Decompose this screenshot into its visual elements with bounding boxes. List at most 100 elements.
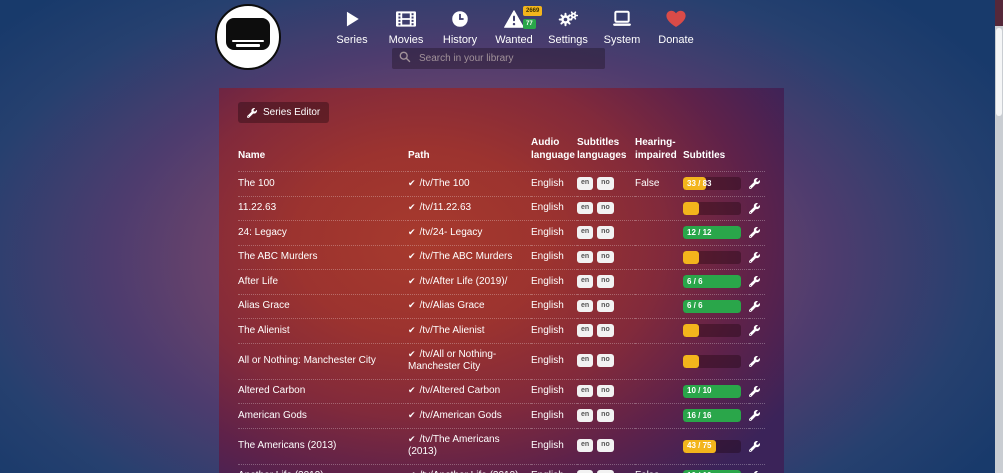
table-row[interactable]: After Life /tv/After Life (2019)/ Englis… <box>238 269 765 295</box>
edit-series-wrench-icon[interactable] <box>749 440 760 452</box>
nav-label-series: Series <box>336 34 368 46</box>
audio-language: English <box>531 293 577 319</box>
clock-icon <box>452 11 468 27</box>
audio-language: English <box>531 378 577 404</box>
language-badge: no <box>597 177 614 190</box>
hearing-impaired-value <box>635 244 683 270</box>
nav-item-system[interactable]: System <box>595 8 649 46</box>
bazarr-logo[interactable] <box>215 4 281 70</box>
language-badge: no <box>597 226 614 239</box>
series-editor-button[interactable]: Series Editor <box>238 102 330 123</box>
check-icon <box>408 470 416 473</box>
edit-series-wrench-icon[interactable] <box>749 251 760 263</box>
audio-language: English <box>531 318 577 344</box>
edit-series-wrench-icon[interactable] <box>749 178 760 190</box>
scrollbar-thumb[interactable] <box>996 28 1002 116</box>
edit-series-wrench-icon[interactable] <box>749 300 760 312</box>
series-path-text: /tv/American Gods <box>419 409 502 421</box>
nav-item-wanted[interactable]: 2669 77 Wanted <box>487 6 543 46</box>
series-path-text: /tv/The 100 <box>419 177 470 189</box>
nav-label-movies: Movies <box>388 34 424 46</box>
language-badge: en <box>577 409 594 422</box>
language-badge: no <box>597 469 614 473</box>
nav-label-wanted: Wanted <box>495 34 533 46</box>
search-bar[interactable] <box>392 48 605 69</box>
table-row[interactable]: All or Nothing: Manchester City /tv/All … <box>238 342 765 380</box>
check-icon <box>408 385 416 395</box>
subtitles-progress-fill <box>683 177 707 191</box>
hearing-impaired-value <box>635 427 683 465</box>
nav-label-system: System <box>603 34 641 46</box>
gears-icon <box>558 11 578 27</box>
language-badge: no <box>597 324 614 337</box>
table-row[interactable]: The Alienist /tv/The Alienist English en… <box>238 318 765 344</box>
language-badge: no <box>597 250 614 264</box>
language-badge: no <box>597 439 614 453</box>
series-path-text: /tv/24- Legacy <box>419 226 483 238</box>
edit-series-wrench-icon[interactable] <box>749 276 760 288</box>
nav-item-series[interactable]: Series <box>325 8 379 46</box>
table-row[interactable]: Another Life (2019) /tv/Another Life (20… <box>238 463 765 473</box>
nav-item-history[interactable]: History <box>433 8 487 46</box>
subtitles-progress-fill <box>683 409 741 423</box>
table-row[interactable]: The Americans (2013) /tv/The Americans (… <box>238 427 765 465</box>
edit-series-wrench-icon[interactable] <box>749 325 760 337</box>
language-badge: en <box>577 226 594 239</box>
check-icon <box>408 178 416 188</box>
series-name: All or Nothing: Manchester City <box>238 342 408 380</box>
wrench-icon <box>247 107 257 118</box>
heart-icon <box>666 10 686 28</box>
nav-label-settings: Settings <box>548 34 588 46</box>
wanted-badge-warning: 2669 <box>523 6 543 16</box>
series-path-text: /tv/The Alienist <box>419 324 485 336</box>
series-name: American Gods <box>238 403 408 429</box>
table-row[interactable]: Alias Grace /tv/Alias Grace English enno… <box>238 293 765 319</box>
subtitles-progress-fill <box>683 226 741 240</box>
edit-series-wrench-icon[interactable] <box>749 355 760 367</box>
edit-series-wrench-icon[interactable] <box>749 410 760 422</box>
language-badge: en <box>577 299 594 313</box>
language-badge: no <box>597 201 614 215</box>
series-name: Alias Grace <box>238 293 408 319</box>
edit-series-wrench-icon[interactable] <box>749 385 760 397</box>
wanted-badges: 2669 77 <box>523 6 543 29</box>
wanted-badge-success: 77 <box>523 19 536 29</box>
edit-series-wrench-icon[interactable] <box>749 470 760 473</box>
subtitles-progress <box>683 354 741 368</box>
subtitles-progress <box>683 250 741 264</box>
language-badge: no <box>597 275 614 288</box>
series-name: After Life <box>238 269 408 295</box>
nav-item-donate[interactable]: Donate <box>649 8 703 46</box>
audio-language: English <box>531 342 577 380</box>
nav-item-movies[interactable]: Movies <box>379 8 433 46</box>
warning-icon <box>504 10 524 28</box>
subtitles-progress-label: 10 / 10 <box>687 471 711 473</box>
subtitles-progress-fill <box>683 469 741 473</box>
series-path-text: /tv/The Americans (2013) <box>408 433 500 458</box>
series-path-text: /tv/11.22.63 <box>419 202 472 214</box>
page-scrollbar[interactable] <box>995 0 1003 473</box>
search-input[interactable] <box>417 52 598 65</box>
hearing-impaired-value <box>635 403 683 429</box>
edit-series-wrench-icon[interactable] <box>749 227 760 239</box>
table-row[interactable]: American Gods /tv/American Gods English … <box>238 403 765 429</box>
subtitles-progress: 12 / 12 <box>683 226 741 240</box>
hearing-impaired-value <box>635 220 683 246</box>
table-row[interactable]: The ABC Murders /tv/The ABC Murders Engl… <box>238 244 765 270</box>
check-icon <box>408 251 416 261</box>
table-row[interactable]: Altered Carbon /tv/Altered Carbon Englis… <box>238 378 765 404</box>
subtitles-progress <box>683 201 741 215</box>
nav-item-settings[interactable]: Settings <box>541 8 595 46</box>
edit-series-wrench-icon[interactable] <box>749 202 760 214</box>
play-icon <box>346 11 359 27</box>
